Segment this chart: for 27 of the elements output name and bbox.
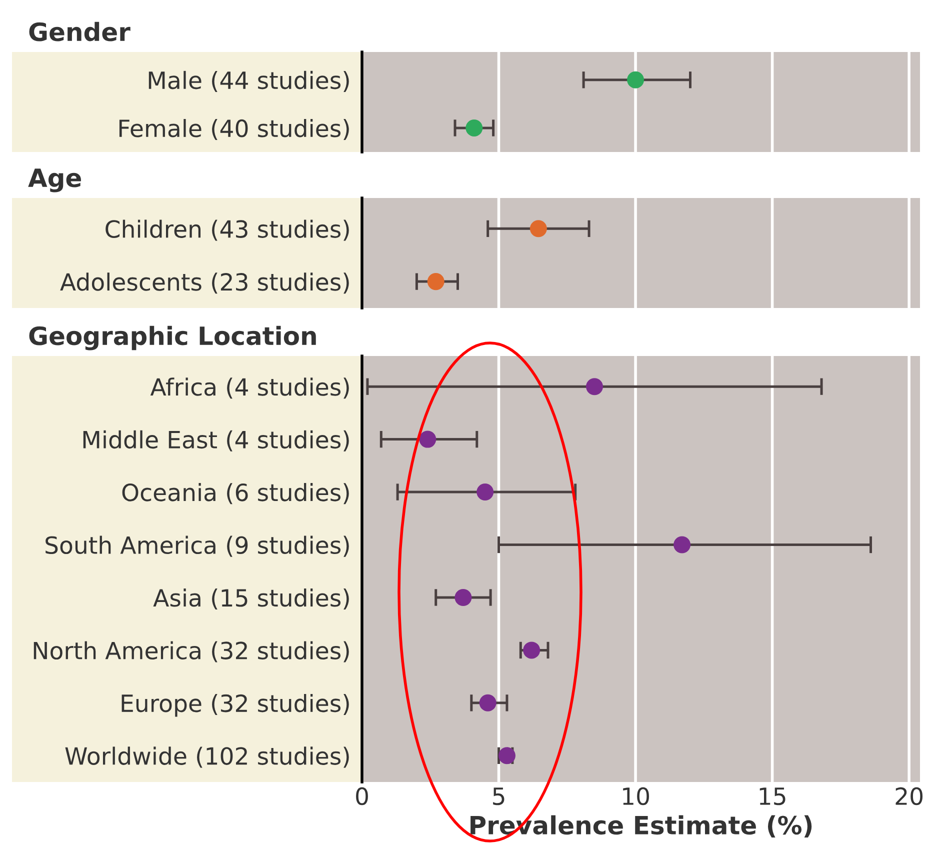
y-tick-label: Oceania (6 studies) [122,483,349,504]
y-tick-label: Europe (32 studies) [122,694,349,717]
x-tick-label: 0 [356,787,368,806]
point [586,378,604,396]
text: Gender [29,22,130,42]
point [523,642,540,659]
y-tick-label: Female (40 studies) [119,118,349,140]
y-tick-label: Male (44 studies) [148,70,349,92]
x-tick-label: 10 [623,787,649,806]
point [476,484,494,501]
point [674,536,691,554]
y-tick-label: Asia (15 studies) [153,588,349,610]
x-tick-label: 15 [760,788,786,806]
y-tick-label: Adolescents (23 studies) [60,272,349,294]
y-tick-label: South America (9 studies) [46,536,349,557]
y-tick-label: North America (32 studies) [34,641,349,662]
chart-title: Geographic Location [29,326,316,350]
y-tick-label: Children (43 studies) [106,220,349,241]
text: Age [28,168,81,192]
point [479,694,496,712]
y-tick-label: Middle East (4 studies) [83,430,349,452]
x-tick-label: 5 [493,788,504,806]
point [419,430,436,448]
y-tick-label: Africa (4 studies) [150,378,349,399]
y-tick-label: Worldwide (102 studies) [65,746,349,768]
point [454,588,472,606]
x-tick-label: 20 [896,787,923,806]
